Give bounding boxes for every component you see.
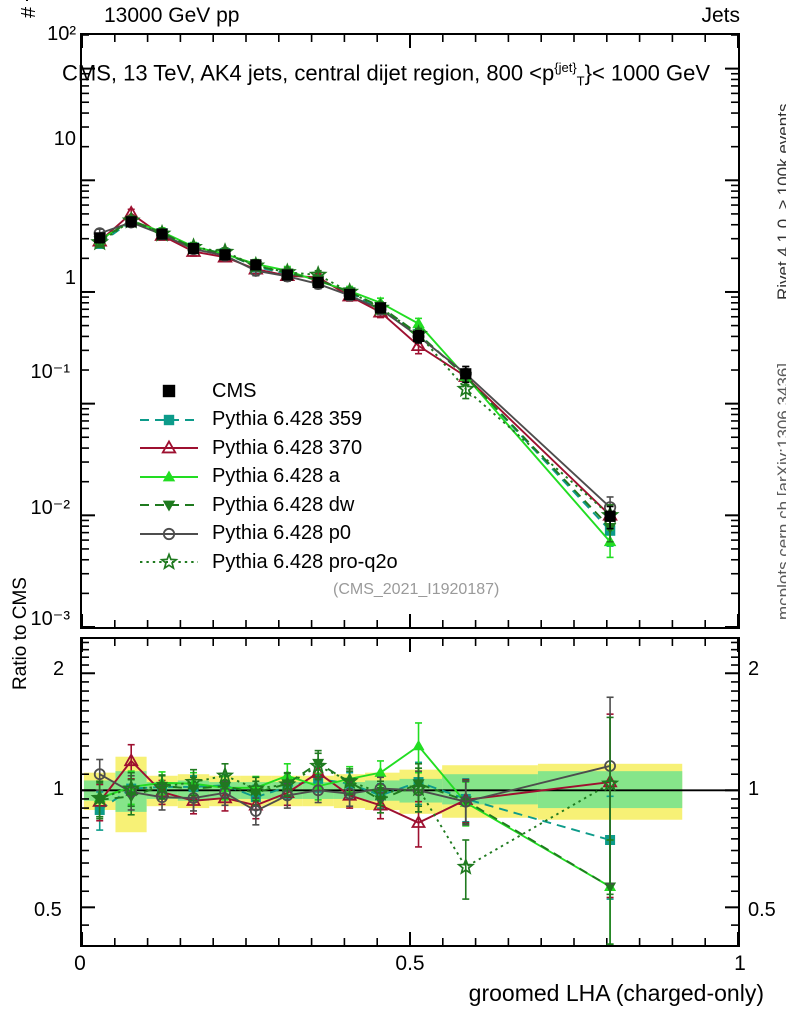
ratio-ytick-1-right: 1 xyxy=(748,778,760,800)
legend-label-0: CMS xyxy=(212,379,257,402)
ratio-plot-frame xyxy=(80,637,740,947)
plot-title: CMS, 13 TeV, AK4 jets, central dijet reg… xyxy=(62,60,710,89)
ratio-y-axis-title: Ratio to CMS xyxy=(10,577,31,690)
ratio-plot-canvas xyxy=(82,639,738,945)
main-ytick-1e0: 1 xyxy=(64,267,76,289)
legend: CMS Pythia 6.428 359 Pythia 6.428 370 Pythi… xyxy=(138,377,398,577)
x-axis-title: groomed LHA (charged-only) xyxy=(468,980,764,1006)
xtick-0: 0 xyxy=(74,952,86,975)
xtick-05: 0.5 xyxy=(395,952,425,975)
plot-title-main: CMS, 13 TeV, AK4 jets, central dijet reg… xyxy=(62,60,555,86)
xtick-1: 1 xyxy=(734,952,746,975)
header-beam-label: 13000 GeV pp xyxy=(104,4,240,27)
legend-key-0 xyxy=(138,381,200,401)
legend-key-5 xyxy=(138,524,200,544)
legend-key-3 xyxy=(138,467,200,487)
analysis-id-watermark: (CMS_2021_I1920187) xyxy=(333,581,500,598)
main-ytick-1e1: 10 xyxy=(53,128,76,150)
legend-key-4 xyxy=(138,495,200,515)
ratio-ytick-1-left: 1 xyxy=(53,778,65,800)
plot-title-superscript: {jet} xyxy=(554,60,577,75)
legend-entry-2[interactable]: Pythia 6.428 370 xyxy=(138,434,398,463)
ratio-ytick-2-left: 2 xyxy=(53,658,65,680)
legend-entry-5[interactable]: Pythia 6.428 p0 xyxy=(138,520,398,549)
legend-label-2: Pythia 6.428 370 xyxy=(212,436,363,459)
legend-label-4: Pythia 6.428 dw xyxy=(212,493,355,516)
ratio-ytick-05-right: 0.5 xyxy=(748,899,776,921)
legend-entry-3[interactable]: Pythia 6.428 a xyxy=(138,463,398,492)
legend-entry-6[interactable]: Pythia 6.428 pro-q2o xyxy=(138,548,398,577)
main-ytick-1em2: 10⁻² xyxy=(30,497,70,519)
legend-key-1 xyxy=(138,410,200,430)
plot-title-subscript: T xyxy=(576,73,585,89)
mcplots-reference-annotation: mcplots.cern.ch [arXiv:1306.3436] xyxy=(774,362,786,620)
legend-key-2 xyxy=(138,438,200,458)
main-plot-frame xyxy=(80,33,740,629)
main-plot-canvas xyxy=(82,35,738,627)
legend-label-5: Pythia 6.428 p0 xyxy=(212,522,351,545)
ratio-ytick-05-left: 0.5 xyxy=(34,899,62,921)
legend-entry-1[interactable]: Pythia 6.428 359 xyxy=(138,406,398,435)
ratio-ytick-2-right: 2 xyxy=(748,658,760,680)
main-ytick-1e2: 10² xyxy=(47,23,76,45)
main-ytick-1em3: 10⁻³ xyxy=(30,608,70,630)
header-category-label: Jets xyxy=(701,4,740,27)
legend-label-1: Pythia 6.428 359 xyxy=(212,408,363,431)
plot-title-tail: }< 1000 GeV xyxy=(584,60,711,86)
legend-key-6 xyxy=(138,552,200,572)
legend-label-6: Pythia 6.428 pro-q2o xyxy=(212,550,398,573)
legend-entry-0[interactable]: CMS xyxy=(138,377,398,406)
legend-entry-4[interactable]: Pythia 6.428 dw xyxy=(138,491,398,520)
main-ytick-1em1: 10⁻¹ xyxy=(30,361,70,383)
rivet-version-annotation: Rivet 4.1.0, ≥ 100k events xyxy=(774,103,786,300)
legend-label-3: Pythia 6.428 a xyxy=(212,465,340,488)
